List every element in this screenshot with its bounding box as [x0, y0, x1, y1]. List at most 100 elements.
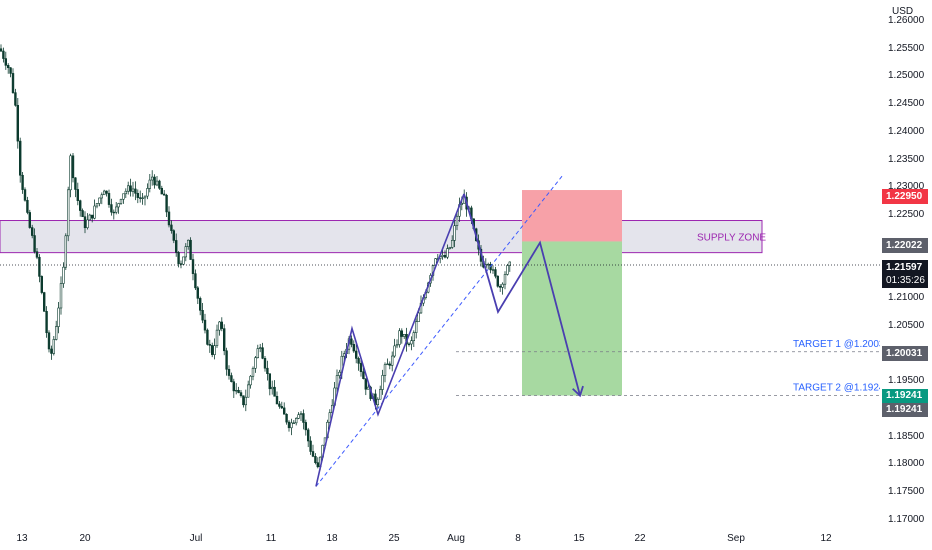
candle-bullish [52, 339, 56, 354]
candle-bearish [227, 368, 231, 376]
candle-bearish [261, 347, 264, 359]
candle-bearish [163, 193, 166, 196]
candle-bearish [232, 381, 235, 392]
candle-bearish [91, 214, 94, 219]
price-tick-label: 1.23000 [888, 181, 925, 193]
candle-bearish [172, 230, 175, 241]
candle-bearish [158, 180, 161, 189]
candle-bearish [76, 189, 80, 201]
candle-bearish [33, 235, 36, 252]
candle-bullish [366, 386, 370, 390]
candle-bullish [151, 176, 154, 181]
candle-bearish [357, 358, 360, 364]
candle-bullish [338, 371, 341, 376]
time-tick-label: Jul [189, 533, 203, 544]
candle-bearish [35, 251, 39, 258]
candle-bearish [314, 456, 317, 463]
candle-bullish [122, 193, 125, 200]
price-axis[interactable]: USD 1.26000 1.25500 1.25000 1.24500 1.24000 1… [880, 0, 932, 550]
candle-bullish [390, 355, 394, 366]
candle-bearish [175, 240, 178, 253]
candle-bullish [184, 246, 187, 258]
candle-bearish [21, 174, 24, 190]
zigzag-pattern [315, 193, 465, 487]
time-tick-label: 22 [634, 533, 646, 544]
candle-bullish [98, 197, 101, 204]
candle-bearish [263, 358, 267, 369]
candle-bullish [270, 386, 274, 390]
time-tick-label: 13 [16, 533, 28, 544]
candle-bullish [64, 235, 68, 268]
candle-bearish [136, 192, 139, 198]
candle-bullish [215, 329, 219, 346]
candle-bearish [47, 332, 51, 350]
candle-bearish [239, 392, 243, 397]
candle-bearish [139, 197, 142, 199]
current-price-value: 1.21597 [886, 262, 923, 273]
candle-bearish [496, 275, 499, 287]
candle-bullish [117, 203, 120, 208]
candle-bullish [486, 263, 490, 266]
candle-bearish [223, 328, 226, 352]
chart-area[interactable]: SUPPLY ZONE TARGET 1 @1.20031 TARGET 2 @1.… [0, 0, 890, 550]
price-tick-label: 1.26000 [888, 15, 925, 27]
candle-bearish [206, 329, 209, 345]
candle-bullish [146, 188, 149, 197]
candle-bearish [201, 310, 204, 321]
candle-bearish [352, 344, 355, 352]
price-tick-label: 1.18500 [888, 430, 925, 442]
candle-bearish [407, 343, 411, 346]
target2-price-tag-secondary: 1.19241 [882, 403, 928, 417]
candle-bearish [28, 212, 31, 228]
candle-bearish [179, 263, 183, 265]
trendline [315, 175, 563, 487]
candle-bearish [309, 440, 312, 452]
candle-bullish [182, 256, 185, 265]
time-tick-label: 18 [326, 533, 338, 544]
target2-label: TARGET 2 @1.19241 [793, 383, 880, 394]
candle-bearish [242, 395, 245, 406]
candle-bullish [448, 247, 451, 249]
candle-bullish [100, 194, 104, 199]
candle-bearish [302, 413, 305, 423]
candle-bearish [110, 204, 113, 213]
candle-bearish [16, 104, 19, 142]
candle-bearish [230, 375, 233, 383]
supply-zone-label: SUPPLY ZONE [697, 233, 766, 244]
candle-bullish [258, 347, 262, 349]
candle-bullish [398, 330, 401, 345]
price-tick-label: 1.20500 [888, 319, 925, 331]
candle-bullish [103, 190, 106, 196]
candle-bullish [131, 188, 135, 192]
price-tick-label: 1.22500 [888, 208, 925, 220]
candle-bearish [350, 338, 353, 345]
candle-bearish [208, 344, 211, 346]
entry-price-tag: 1.22022 [882, 238, 928, 253]
candle-bullish [491, 269, 495, 271]
candle-bullish [297, 414, 300, 419]
time-tick-label: 20 [79, 533, 91, 544]
price-tick-label: 1.24000 [888, 125, 925, 137]
candle-bearish [38, 256, 41, 277]
candle-bearish [14, 92, 17, 106]
candle-bearish [268, 373, 271, 390]
candle-bullish [342, 353, 346, 357]
candle-bearish [79, 200, 82, 211]
candle-bearish [362, 371, 365, 379]
candle-bullish [378, 389, 382, 400]
candle-bullish [67, 189, 70, 237]
candle-bullish [218, 321, 221, 331]
candle-bearish [306, 429, 310, 442]
price-chart[interactable]: SUPPLY ZONE TARGET 1 @1.20031 TARGET 2 @1.… [0, 0, 890, 528]
candle-bullish [69, 155, 72, 191]
candle-bearish [11, 73, 15, 93]
candle-bearish [194, 273, 197, 289]
candle-bullish [187, 239, 190, 247]
candle-bearish [199, 298, 202, 311]
candle-bullish [393, 345, 396, 357]
time-axis[interactable]: 13 20 Jul 11 18 25 Aug 8 15 22 Sep 12 [0, 528, 880, 550]
time-tick-label: 11 [265, 533, 277, 544]
candle-bearish [280, 406, 283, 409]
candle-bullish [247, 384, 250, 398]
candle-bearish [196, 287, 199, 299]
